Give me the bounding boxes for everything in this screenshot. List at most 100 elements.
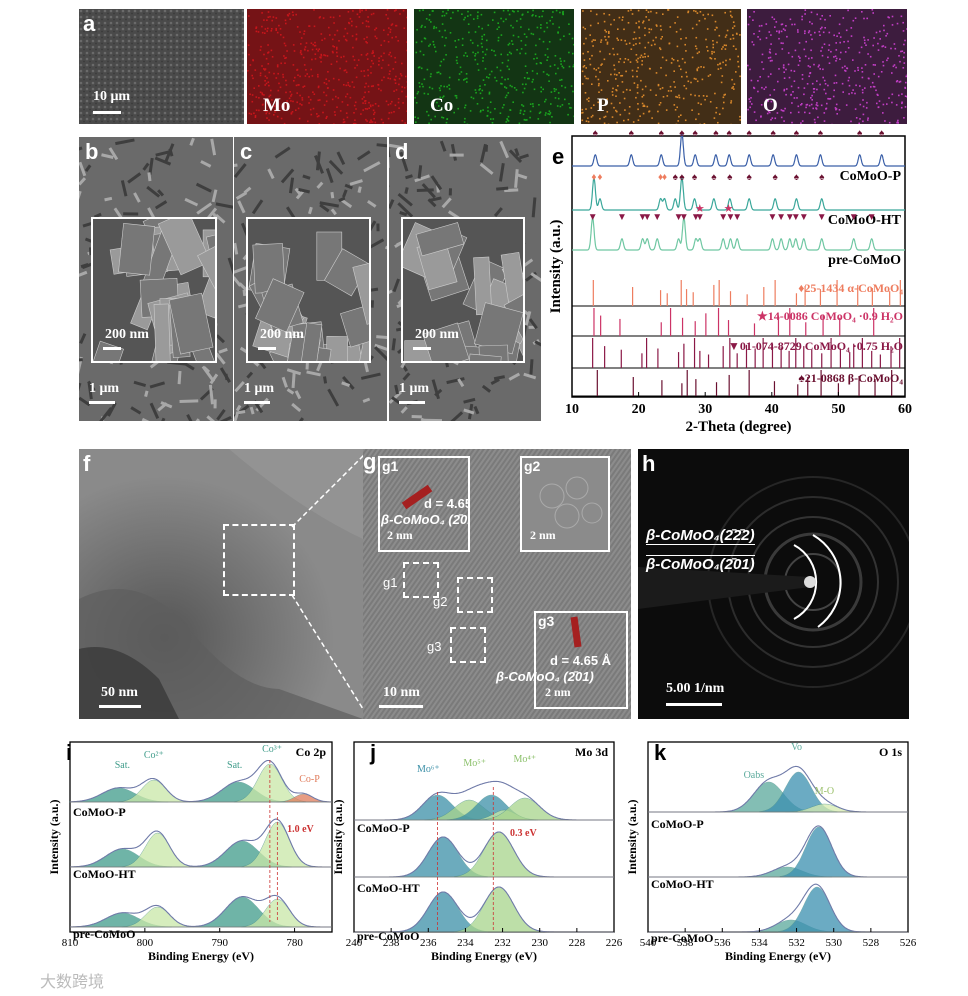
- xps-xtick-label: 232: [494, 937, 511, 949]
- xps-peak-annotation: Co²⁺: [144, 750, 164, 761]
- xps-peak-annotation: Vo: [791, 742, 802, 753]
- xps-shift-label: 1.0 eV: [287, 824, 314, 835]
- xrd-ylabel: Intensity (a.u.): [548, 220, 564, 314]
- hrtem-image: g g1 d = 4.65 Å β-CoMoO₄ (2̄01) 2 nm g2 …: [363, 449, 631, 719]
- element-map-dots: [581, 9, 741, 124]
- xps-xtick-label: 228: [569, 937, 586, 949]
- xps-ylabel: Intensity (a.u.): [625, 799, 639, 874]
- xrd-xtick-label: 50: [831, 402, 845, 417]
- scale-bar-h-line: [666, 703, 722, 706]
- panel-label-c: c: [240, 139, 253, 164]
- xps-xtick-label: 226: [606, 937, 622, 949]
- xrd-phase-marker: ♠: [693, 130, 699, 139]
- panel-label-f: f: [83, 451, 91, 476]
- scale-bar-a-text: 10 μm: [93, 89, 131, 104]
- xrd-ref-label: ★14-0086 CoMoO₄ ·0.9 H₂O: [757, 309, 903, 323]
- element-map-label: Mo: [263, 95, 291, 116]
- xrd-ref-label: ♠21-0868 β-CoMoO₄: [798, 371, 903, 385]
- scale-bar-f-line: [99, 705, 141, 708]
- sem-scale-line: [244, 401, 270, 404]
- g2-scale: 2 nm: [530, 528, 556, 542]
- tem-f-selection-box: [223, 524, 295, 596]
- xps-envelope: [70, 894, 332, 928]
- xrd-phase-marker: ♠: [746, 172, 752, 183]
- xrd-phase-marker: ♠: [679, 172, 685, 183]
- scale-bar-h: 5.00 1/nm: [666, 681, 724, 706]
- element-map-co: Co: [414, 9, 574, 124]
- g1-scale: 2 nm: [387, 528, 413, 542]
- xrd-phase-marker: ▼: [867, 212, 877, 223]
- xrd-phase-marker: ▼: [768, 212, 778, 223]
- xrd-phase-marker: ▼: [638, 212, 648, 223]
- sem-inset-scale-bar: 200 nm: [258, 327, 304, 350]
- xrd-phase-marker: ▼: [617, 212, 627, 223]
- xps-series-label: CoMoO-P: [357, 821, 410, 835]
- saed-ring-label-222: β-CoMoO₄(2̄2̄2): [646, 527, 755, 545]
- g3-region: [450, 627, 486, 663]
- xps-series-label: CoMoO-P: [651, 817, 704, 831]
- tem-f-texture: [79, 449, 363, 719]
- element-map-mo: Mo: [247, 9, 407, 124]
- sem-scale-bar: 1 μm: [89, 381, 119, 404]
- element-map-dots: [747, 9, 907, 124]
- xps-peak-annotation: Mo⁶⁺: [417, 764, 440, 775]
- xps-series-label: pre-CoMoO: [651, 931, 713, 945]
- sem-overview-image: a 10 μm: [79, 9, 244, 124]
- sem-inset-scale-bar: 200 nm: [413, 327, 459, 350]
- xrd-phase-marker: ♠: [746, 130, 752, 139]
- sem-inset-scale-text: 200 nm: [105, 327, 149, 342]
- xrd-phase-marker: ★: [724, 203, 734, 215]
- scale-bar-g-line: [379, 705, 423, 708]
- g2-inset: g2 2 nm: [520, 456, 610, 552]
- xrd-phase-marker: ▼: [652, 212, 662, 223]
- g3-label: g3: [538, 613, 555, 629]
- xps-xtick-label: 780: [286, 937, 303, 949]
- xps-xtick-label: 536: [714, 937, 731, 949]
- xps-xtick-label: 538: [677, 937, 694, 949]
- xrd-phase-marker: ♦: [597, 172, 602, 183]
- panel-label-a: a: [83, 11, 96, 36]
- xps-xtick-label: 528: [863, 937, 880, 949]
- sem-scale-bar: 1 μm: [399, 381, 430, 404]
- panel-label-d: d: [395, 139, 409, 164]
- xps-shift-label: 0.3 eV: [510, 828, 537, 839]
- g1-region-label: g1: [383, 575, 398, 590]
- panel-label-h: h: [642, 451, 656, 476]
- saed-pattern: h β-CoMoO₄(2̄2̄2) β-CoMoO₄(2̄01) 5.00 1/…: [638, 449, 909, 719]
- xps-envelope: [70, 818, 332, 868]
- xps-xtick-label: 238: [383, 937, 400, 949]
- sem-inset-flakes: [248, 231, 369, 361]
- scale-bar-g: 10 nm: [379, 685, 423, 708]
- xrd-frame: [571, 135, 906, 398]
- sem-inset-d: 200 nm: [401, 217, 525, 363]
- panel-label-b: b: [85, 139, 99, 164]
- sem-inset-b: 200 nm: [91, 217, 217, 363]
- g2-region: [457, 577, 493, 613]
- xps-xtick-label: 240: [346, 937, 363, 949]
- sem-image-c: c 200 nm 1 μm: [234, 137, 387, 421]
- xrd-phase-marker: ▼: [799, 212, 809, 223]
- xrd-phase-marker: ▼: [691, 212, 701, 223]
- xrd-xtick-label: 60: [898, 402, 912, 417]
- xrd-phase-marker: ▼: [817, 212, 827, 223]
- g1-d-spacing: d = 4.65 Å: [424, 496, 470, 511]
- xps-series-label: CoMoO-HT: [357, 881, 420, 895]
- g1-lattice: [380, 458, 468, 550]
- xrd-phase-marker: ▼: [718, 212, 728, 223]
- g1-plane: β-CoMoO₄ (2̄01): [381, 512, 470, 527]
- xrd-ref-label: ♦25-1434 α-CoMoO₄: [798, 281, 903, 295]
- xps-xtick-label: 800: [137, 937, 154, 949]
- xrd-phase-marker: ♠: [629, 130, 635, 139]
- g2-label: g2: [524, 458, 541, 474]
- sem-inset-flakes: [93, 219, 215, 361]
- sem-scale-text: 1 μm: [399, 381, 430, 396]
- xrd-phase-marker: ♠: [713, 130, 719, 139]
- sem-inset-flakes: [403, 222, 523, 361]
- xps-peak-annotation: M-O: [815, 786, 834, 797]
- xps-xtick-label: 534: [751, 937, 768, 949]
- xrd-phase-marker: ▼: [674, 212, 684, 223]
- scale-bar-a: 10 μm: [93, 89, 131, 114]
- xps-series-label: CoMoO-HT: [73, 867, 136, 881]
- saed-ring-label-201: β-CoMoO₄(2̄01): [646, 555, 755, 573]
